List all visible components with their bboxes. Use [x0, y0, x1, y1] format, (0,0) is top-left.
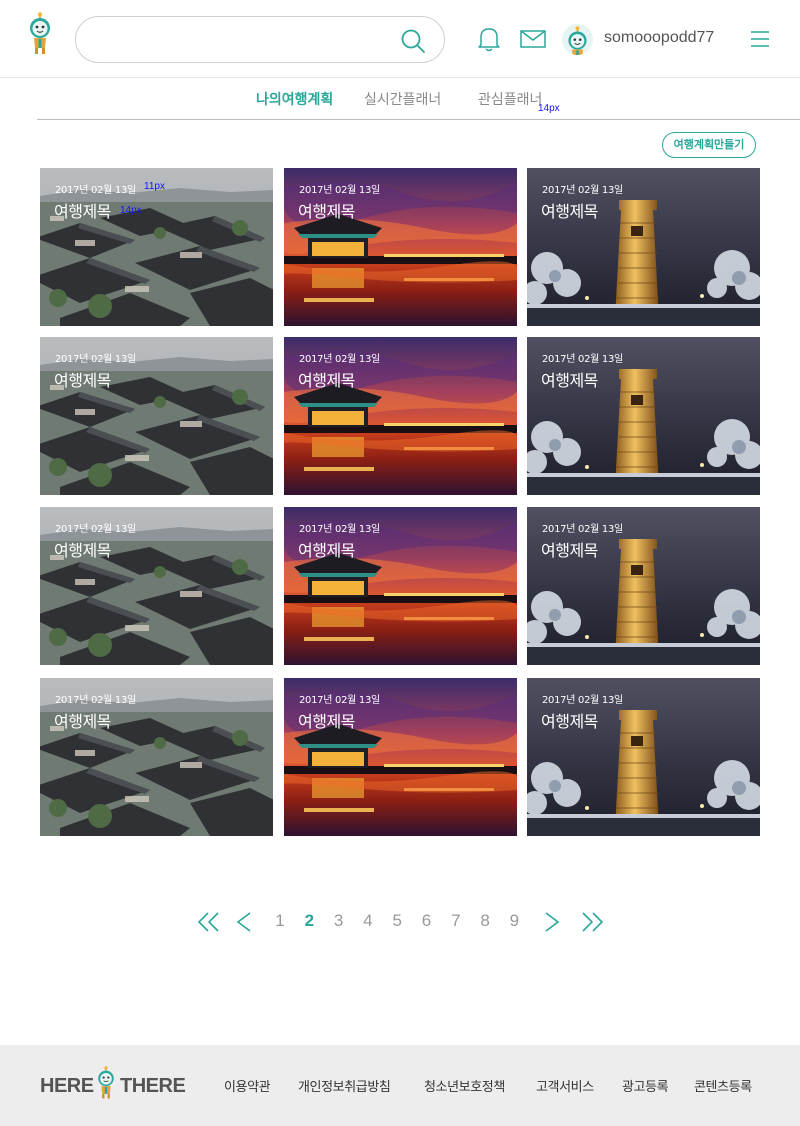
card-date: 2017년 02월 13일 [542, 354, 623, 365]
page-number[interactable]: 3 [333, 911, 344, 930]
double-chevron-right-icon[interactable] [579, 911, 605, 933]
footer-logo-there: THERE [120, 1075, 186, 1097]
username[interactable]: somooopodd77 [604, 29, 715, 46]
mascot-logo-icon [95, 1066, 117, 1100]
title-font-size-annotation: 14px [120, 205, 142, 216]
tab-favorite-planner[interactable]: 관심플래너 [478, 92, 543, 108]
footer-link-terms[interactable]: 이용약관 [224, 1080, 271, 1095]
card-title: 여행제목 [541, 712, 598, 731]
font-size-annotation: 14px [538, 103, 560, 114]
card-date: 2017년 02월 13일 [55, 185, 136, 196]
page-number[interactable]: 2 [304, 911, 315, 930]
page-number[interactable]: 6 [421, 911, 432, 930]
page-number[interactable]: 5 [392, 911, 402, 930]
card-date: 2017년 02월 13일 [299, 185, 380, 196]
page-number[interactable]: 8 [480, 911, 490, 930]
card-title: 여행제목 [298, 202, 355, 221]
card-title: 여행제목 [54, 202, 111, 221]
tab-realtime-planner[interactable]: 실시간플래너 [364, 92, 442, 108]
bell-icon[interactable] [476, 25, 502, 53]
avatar-icon [562, 26, 593, 55]
search-input[interactable] [96, 27, 396, 53]
card-date: 2017년 02월 13일 [542, 185, 623, 196]
page-number[interactable]: 9 [509, 911, 520, 930]
chevron-right-icon[interactable] [540, 911, 566, 933]
hamburger-menu-icon[interactable] [750, 30, 770, 48]
card-date: 2017년 02월 13일 [55, 524, 136, 535]
mail-icon[interactable] [520, 30, 546, 48]
footer-link-customer-service[interactable]: 고객서비스 [536, 1080, 594, 1095]
card-title: 여행제목 [54, 712, 111, 731]
avatar[interactable] [562, 24, 593, 55]
chevron-left-icon[interactable] [230, 911, 256, 933]
footer-link-content-registration[interactable]: 콘텐츠등록 [694, 1080, 752, 1095]
card-title: 여행제목 [54, 541, 111, 560]
footer-link-privacy[interactable]: 개인정보취급방침 [298, 1080, 391, 1095]
create-travel-plan-button[interactable]: 여행계획만들기 [662, 132, 756, 158]
date-font-size-annotation: 11px [144, 181, 165, 192]
card-title: 여행제목 [298, 712, 355, 731]
card-date: 2017년 02월 13일 [55, 695, 136, 706]
page-number[interactable]: 1 [275, 911, 285, 930]
footer-logo[interactable]: HERE THERE [40, 1066, 190, 1102]
card-title: 여행제목 [541, 202, 598, 221]
footer: HERE THERE 이용약관 개인정보취급방침 청소년보호정책 고객서비스 광… [0, 1045, 800, 1126]
footer-link-youth-protection[interactable]: 청소년보호정책 [424, 1080, 505, 1095]
card-date: 2017년 02월 13일 [542, 524, 623, 535]
card-title: 여행제목 [541, 371, 598, 390]
card-title: 여행제목 [298, 541, 355, 560]
search-icon[interactable] [400, 28, 426, 54]
mascot-logo-icon[interactable] [26, 12, 54, 56]
page-number[interactable]: 7 [451, 911, 461, 930]
card-date: 2017년 02월 13일 [299, 524, 380, 535]
double-chevron-left-icon[interactable] [196, 911, 222, 933]
page-number[interactable]: 4 [363, 911, 373, 930]
card-date: 2017년 02월 13일 [55, 354, 136, 365]
card-title: 여행제목 [298, 371, 355, 390]
top-header: somooopodd77 [0, 0, 800, 78]
tab-my-travel-plans[interactable]: 나의여행계획 [256, 92, 334, 108]
footer-logo-here: HERE [40, 1075, 94, 1097]
planner-tabs: 나의여행계획 실시간플래너 관심플래너 14px [37, 78, 800, 120]
search-box[interactable] [75, 16, 445, 63]
card-title: 여행제목 [541, 541, 598, 560]
footer-link-ad-registration[interactable]: 광고등록 [622, 1080, 669, 1095]
card-date: 2017년 02월 13일 [299, 354, 380, 365]
card-date: 2017년 02월 13일 [542, 695, 623, 706]
card-title: 여행제목 [54, 371, 111, 390]
card-date: 2017년 02월 13일 [299, 695, 380, 706]
